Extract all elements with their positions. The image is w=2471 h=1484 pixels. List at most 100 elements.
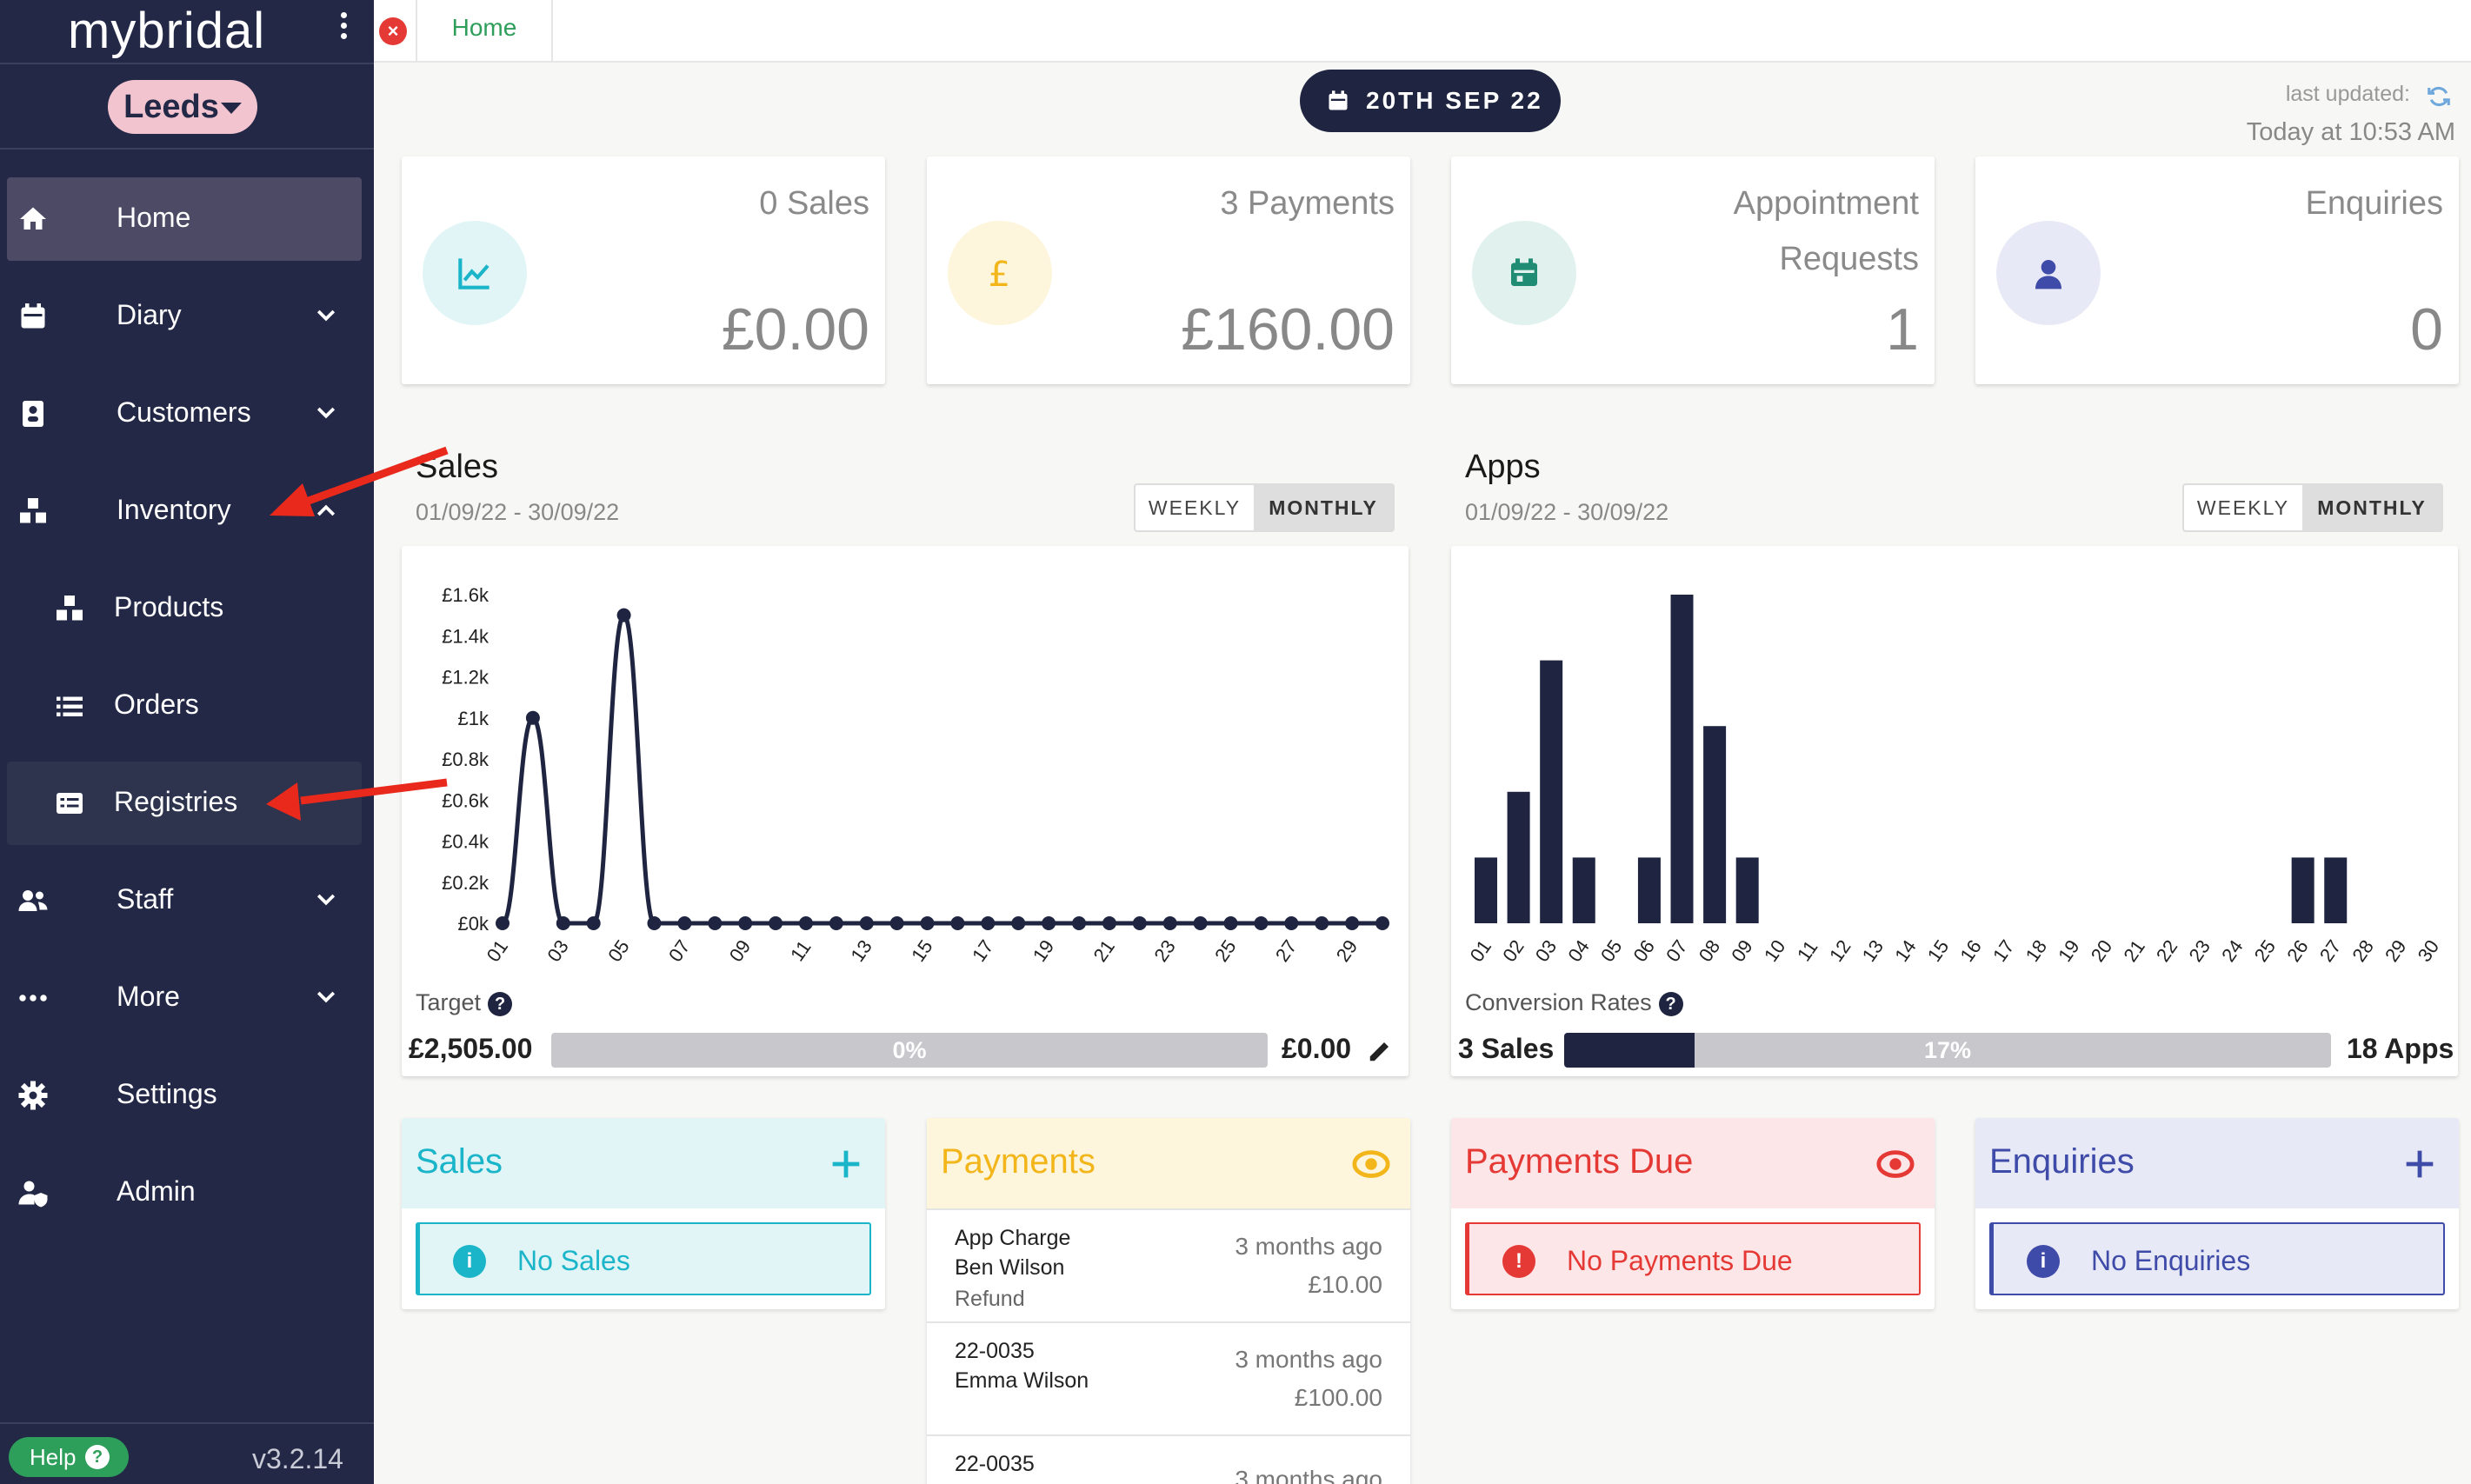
x-tick-label: 25 xyxy=(2250,936,2281,966)
data-point xyxy=(1345,916,1360,930)
sidebar-item-more[interactable]: More xyxy=(0,956,374,1040)
stat-title-line: Appointment xyxy=(1733,185,1919,222)
sidebar-item-customers[interactable]: Customers xyxy=(0,372,374,456)
refresh-icon[interactable] xyxy=(2426,83,2452,110)
x-tick-label: 13 xyxy=(846,936,876,966)
sidebar-item-staff[interactable]: Staff xyxy=(0,859,374,942)
chevron-down-icon[interactable] xyxy=(313,400,339,426)
x-tick-label: 03 xyxy=(1531,936,1562,966)
x-tick-label: 01 xyxy=(1466,936,1496,966)
list-item[interactable]: 22-0035 Emma Wilson 3 months ago £100.00 xyxy=(927,1321,1410,1434)
empty-state: i No Enquiries xyxy=(1989,1222,2445,1295)
sidebar-item-label: Home xyxy=(117,202,191,233)
weekly-button[interactable]: WEEKLY xyxy=(2196,496,2290,519)
x-tick-label: 18 xyxy=(2021,936,2052,966)
sidebar-item-settings[interactable]: Settings xyxy=(0,1054,374,1137)
x-tick-label: 14 xyxy=(1890,936,1921,966)
y-tick-label: £0.2k xyxy=(442,872,490,894)
caret-down-icon xyxy=(220,103,242,115)
sidebar-item-orders[interactable]: Orders xyxy=(0,664,374,748)
eye-icon[interactable] xyxy=(1351,1144,1391,1184)
sidebar-item-home[interactable]: Home xyxy=(7,177,362,261)
branch-row: Leeds xyxy=(0,63,374,150)
card-header: Enquiries xyxy=(1975,1118,2459,1208)
stat-card-payments[interactable]: £ 3 Payments £160.00 xyxy=(927,156,1410,384)
stat-title-line: Requests xyxy=(1779,241,1919,277)
help-button[interactable]: Help? xyxy=(9,1437,129,1477)
target-label: Target? xyxy=(416,989,513,1016)
enquiries-list-card: Enquiries i No Enquiries xyxy=(1975,1118,2459,1309)
edit-icon[interactable] xyxy=(1367,1038,1393,1064)
monthly-button[interactable]: MONTHLY xyxy=(1254,485,1393,530)
sidebar-item-label: More xyxy=(117,981,180,1012)
data-point xyxy=(1132,916,1147,930)
conversion-progress-bar: 17% xyxy=(1564,1033,2331,1068)
x-tick-label: 09 xyxy=(1727,936,1757,966)
sales-chart-range: 01/09/22 - 30/09/22 xyxy=(416,499,620,525)
arrow-icon xyxy=(270,446,449,516)
sidebar-item-products[interactable]: Products xyxy=(0,567,374,650)
x-tick-label: 05 xyxy=(603,936,634,966)
sidebar-item-inventory[interactable]: Inventory xyxy=(0,469,374,553)
stat-icon-circle xyxy=(1472,221,1576,325)
data-point xyxy=(1284,916,1299,930)
payments-list-card: Payments App Charge Ben Wilson Refund 3 … xyxy=(927,1118,1410,1484)
current-value: £0.00 xyxy=(1282,1033,1352,1064)
y-tick-label: £0.8k xyxy=(442,749,490,770)
question-icon: ? xyxy=(85,1445,110,1469)
weekly-button[interactable]: WEEKLY xyxy=(1148,496,1242,519)
card-title: Payments xyxy=(941,1142,1096,1181)
chevron-down-icon[interactable] xyxy=(313,984,339,1010)
sidebar-item-label: Staff xyxy=(117,883,174,915)
app-logo[interactable]: mybridal xyxy=(68,3,266,59)
tab-home[interactable]: Home xyxy=(417,0,553,63)
eye-icon[interactable] xyxy=(1875,1144,1915,1184)
stat-value: 1 xyxy=(1886,296,1919,363)
stat-card-sales[interactable]: 0 Sales £0.00 xyxy=(402,156,885,384)
apps-bar-chart: 01 02 03 04 05 06 07 08 09 10 11 12 13 14 15 16 17 18 19 20… xyxy=(1466,595,2443,966)
people-icon xyxy=(18,890,48,911)
card-header: Payments xyxy=(927,1118,1410,1208)
card-title: Payments Due xyxy=(1465,1142,1694,1181)
branch-selector[interactable]: Leeds xyxy=(108,80,257,134)
add-icon[interactable] xyxy=(2400,1144,2440,1184)
chevron-up-icon[interactable] xyxy=(313,497,339,523)
x-tick-label: 24 xyxy=(2217,936,2248,966)
bar xyxy=(1572,857,1595,923)
info-icon: i xyxy=(2027,1245,2060,1278)
data-point xyxy=(1072,916,1087,930)
x-tick-label: 29 xyxy=(1332,936,1362,966)
stat-title: 3 Payments xyxy=(1220,185,1395,222)
list-item[interactable]: App Charge Ben Wilson Refund 3 months ag… xyxy=(927,1208,1410,1321)
card-header: Payments Due xyxy=(1451,1118,1935,1208)
help-circle-icon[interactable]: ? xyxy=(1658,991,1683,1016)
x-tick-label: 02 xyxy=(1498,936,1529,966)
card-header: Sales xyxy=(402,1118,885,1208)
x-tick-label: 26 xyxy=(2282,936,2313,966)
sidebar-item-label: Admin xyxy=(117,1175,196,1207)
close-icon[interactable]: × xyxy=(379,17,407,45)
series-line xyxy=(500,613,1382,926)
stat-card-appointments[interactable]: Appointment Requests 1 xyxy=(1451,156,1935,384)
sidebar-item-label: Orders xyxy=(114,689,199,720)
data-point xyxy=(920,916,935,930)
chevron-down-icon[interactable] xyxy=(313,887,339,913)
app-version: v3.2.14 xyxy=(252,1443,343,1474)
monthly-button[interactable]: MONTHLY xyxy=(2302,485,2441,530)
x-tick-label: 07 xyxy=(664,936,695,966)
sidebar-item-admin[interactable]: Admin xyxy=(0,1151,374,1234)
list-item[interactable]: 22-0035 3 months ago xyxy=(927,1434,1410,1484)
target-value: £2,505.00 xyxy=(409,1033,533,1064)
x-tick-label: 28 xyxy=(2348,936,2378,966)
menu-dots-icon[interactable] xyxy=(341,12,350,43)
sidebar-item-label: Customers xyxy=(117,396,251,428)
arrow-icon xyxy=(266,778,448,821)
data-point xyxy=(769,916,783,930)
help-circle-icon[interactable]: ? xyxy=(488,991,513,1016)
sidebar-item-diary[interactable]: Diary xyxy=(0,275,374,358)
stat-card-enquiries[interactable]: Enquiries 0 xyxy=(1975,156,2459,384)
date-button[interactable]: 20TH SEP 22 xyxy=(1300,70,1561,132)
add-icon[interactable] xyxy=(826,1144,866,1184)
payment-time: 3 months ago xyxy=(1235,1466,1382,1484)
chevron-down-icon[interactable] xyxy=(313,303,339,329)
